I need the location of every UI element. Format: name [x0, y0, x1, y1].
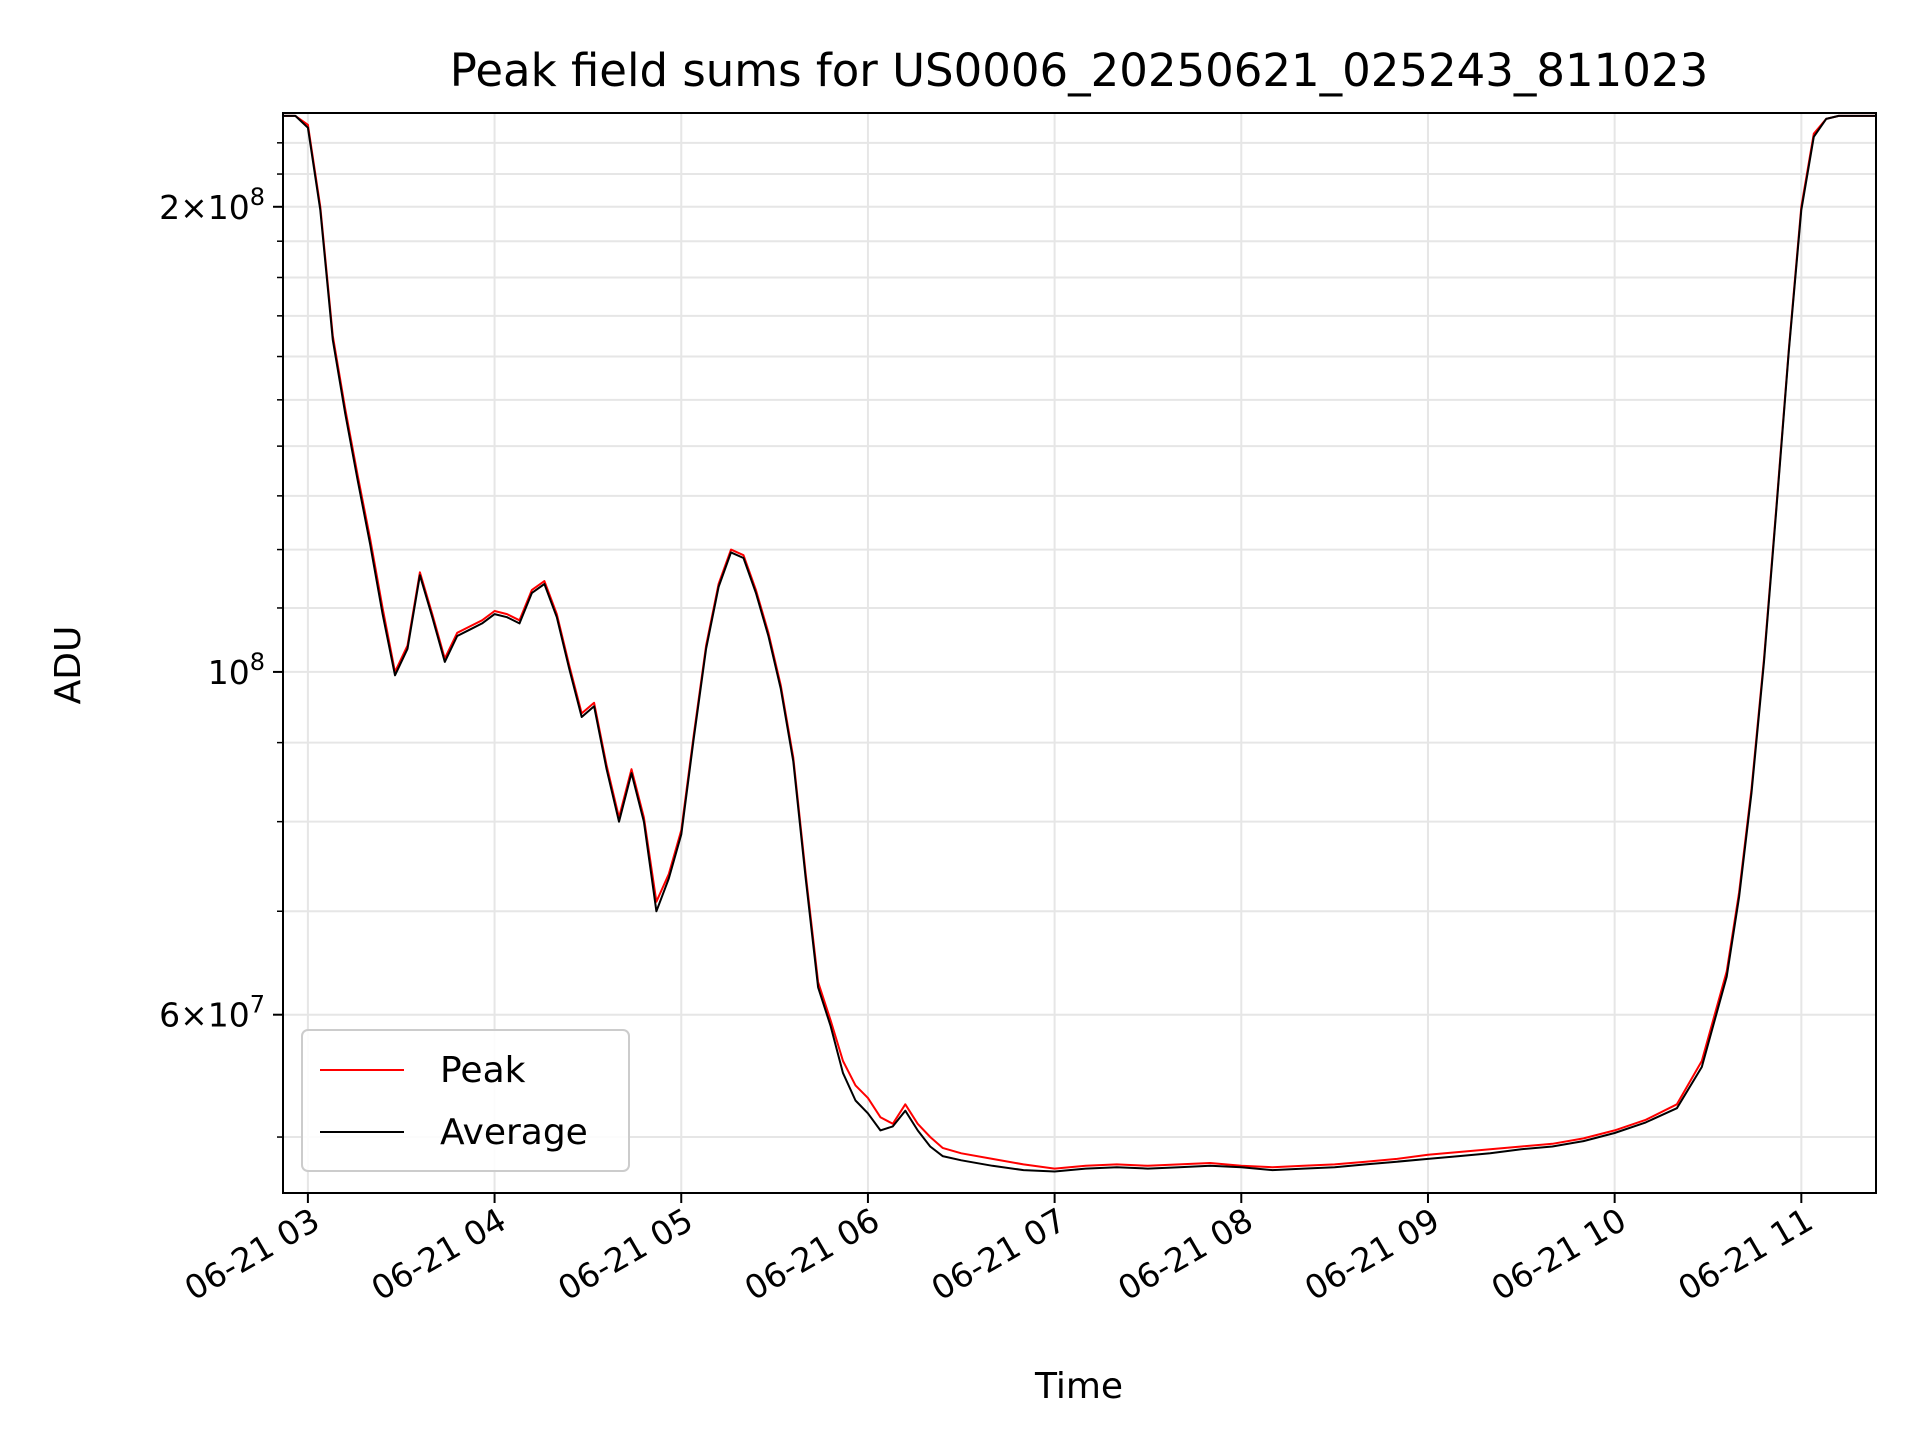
chart-title: Peak field sums for US0006_20250621_0252… [450, 44, 1708, 97]
series-line-peak [283, 114, 1876, 1170]
x-axis-label: Time [1034, 1366, 1123, 1407]
y-tick-label: 6×107 [159, 991, 265, 1035]
legend-box [301, 1029, 630, 1172]
series-lines [283, 114, 1876, 1173]
y-axis-label: ADU [48, 626, 89, 705]
grid [283, 113, 1876, 1193]
legend-label-average: Average [440, 1112, 588, 1153]
legend-label-peak: Peak [440, 1050, 526, 1091]
series-line-average [283, 114, 1876, 1173]
y-tick-label: 108 [208, 648, 265, 692]
plot-frame [282, 112, 1877, 1194]
legend: Peak Average [301, 1029, 630, 1172]
y-tick-label: 2×108 [159, 183, 265, 227]
